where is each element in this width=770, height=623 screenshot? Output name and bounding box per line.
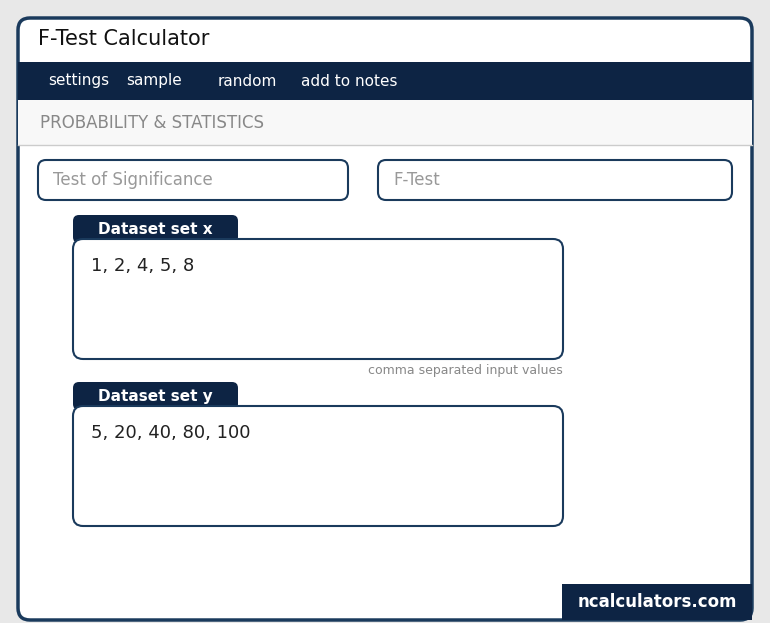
FancyBboxPatch shape	[73, 406, 563, 526]
Text: Test of Significance: Test of Significance	[53, 171, 213, 189]
Text: comma separated input values: comma separated input values	[368, 364, 563, 377]
Text: Dataset set y: Dataset set y	[98, 389, 213, 404]
Text: F-Test Calculator: F-Test Calculator	[38, 29, 209, 49]
FancyBboxPatch shape	[73, 239, 563, 359]
Text: settings: settings	[48, 74, 109, 88]
Text: Dataset set x: Dataset set x	[99, 222, 213, 237]
FancyBboxPatch shape	[38, 160, 348, 200]
Text: random: random	[218, 74, 277, 88]
Text: 5, 20, 40, 80, 100: 5, 20, 40, 80, 100	[91, 424, 250, 442]
Text: ncalculators.com: ncalculators.com	[578, 593, 737, 611]
Text: PROBABILITY & STATISTICS: PROBABILITY & STATISTICS	[40, 113, 264, 131]
Text: sample: sample	[126, 74, 182, 88]
FancyBboxPatch shape	[73, 382, 238, 410]
FancyBboxPatch shape	[18, 18, 752, 620]
Text: 1, 2, 4, 5, 8: 1, 2, 4, 5, 8	[91, 257, 194, 275]
FancyBboxPatch shape	[378, 160, 732, 200]
Bar	[18, 62, 752, 100]
Bar	[18, 100, 752, 145]
FancyBboxPatch shape	[73, 215, 238, 243]
Text: add to notes: add to notes	[301, 74, 397, 88]
Bar	[562, 584, 752, 620]
Text: F-Test: F-Test	[393, 171, 440, 189]
